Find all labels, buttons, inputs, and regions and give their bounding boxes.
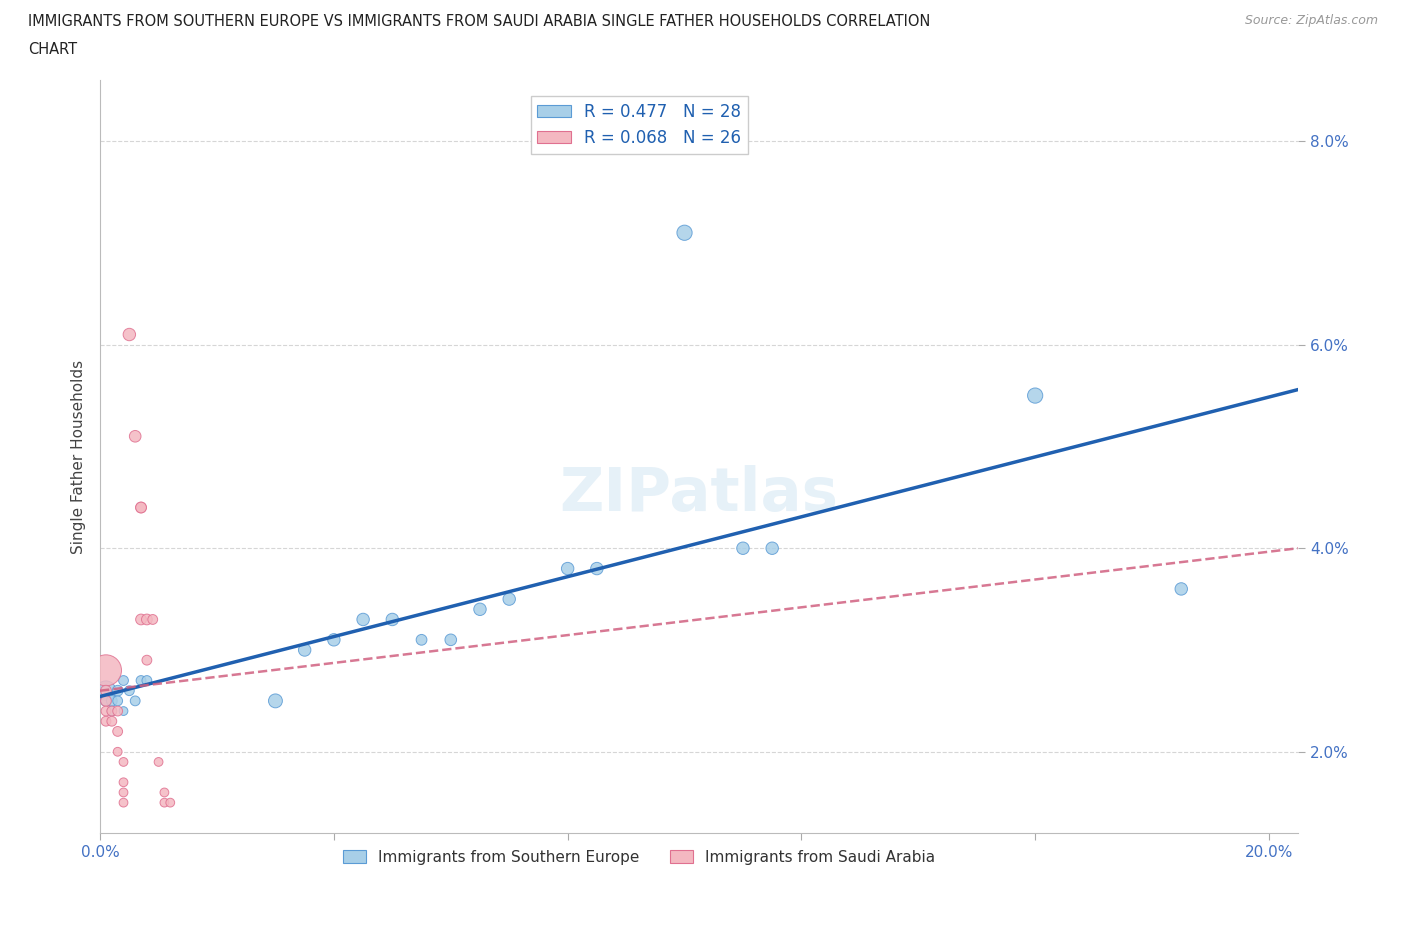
Point: [731, 540, 754, 555]
Point: [1024, 388, 1046, 403]
Point: [94, 694, 117, 709]
Point: [101, 714, 124, 729]
Point: [112, 704, 135, 719]
Point: [322, 632, 344, 647]
Point: [557, 561, 579, 576]
Point: [112, 795, 135, 810]
Point: [142, 612, 165, 627]
Y-axis label: Single Father Households: Single Father Households: [72, 360, 86, 553]
Point: [112, 754, 135, 769]
Point: [411, 632, 433, 647]
Point: [101, 704, 124, 719]
Point: [159, 795, 181, 810]
Point: [118, 684, 141, 698]
Point: [107, 724, 129, 738]
Legend: Immigrants from Southern Europe, Immigrants from Saudi Arabia: Immigrants from Southern Europe, Immigra…: [337, 844, 942, 870]
Text: ZIPatlas: ZIPatlas: [560, 465, 838, 524]
Text: CHART: CHART: [28, 42, 77, 57]
Point: [586, 561, 609, 576]
Text: Source: ZipAtlas.com: Source: ZipAtlas.com: [1244, 14, 1378, 27]
Point: [112, 775, 135, 790]
Point: [135, 653, 157, 668]
Point: [352, 612, 374, 627]
Point: [101, 704, 124, 719]
Point: [294, 643, 316, 658]
Point: [94, 694, 117, 709]
Point: [124, 429, 146, 444]
Point: [135, 612, 157, 627]
Point: [112, 785, 135, 800]
Point: [107, 694, 129, 709]
Point: [129, 500, 152, 515]
Point: [94, 684, 117, 698]
Point: [112, 673, 135, 688]
Point: [1170, 581, 1192, 596]
Point: [129, 673, 152, 688]
Point: [440, 632, 463, 647]
Point: [94, 663, 117, 678]
Point: [94, 714, 117, 729]
Point: [381, 612, 404, 627]
Point: [107, 744, 129, 759]
Point: [673, 225, 696, 240]
Point: [124, 694, 146, 709]
Point: [107, 704, 129, 719]
Point: [107, 684, 129, 698]
Text: IMMIGRANTS FROM SOUTHERN EUROPE VS IMMIGRANTS FROM SAUDI ARABIA SINGLE FATHER HO: IMMIGRANTS FROM SOUTHERN EUROPE VS IMMIG…: [28, 14, 931, 29]
Point: [94, 684, 117, 698]
Point: [94, 704, 117, 719]
Point: [135, 673, 157, 688]
Point: [118, 327, 141, 342]
Point: [153, 785, 176, 800]
Point: [101, 694, 124, 709]
Point: [129, 500, 152, 515]
Point: [498, 591, 520, 606]
Point: [129, 612, 152, 627]
Point: [468, 602, 491, 617]
Point: [761, 540, 783, 555]
Point: [264, 694, 287, 709]
Point: [148, 754, 170, 769]
Point: [153, 795, 176, 810]
